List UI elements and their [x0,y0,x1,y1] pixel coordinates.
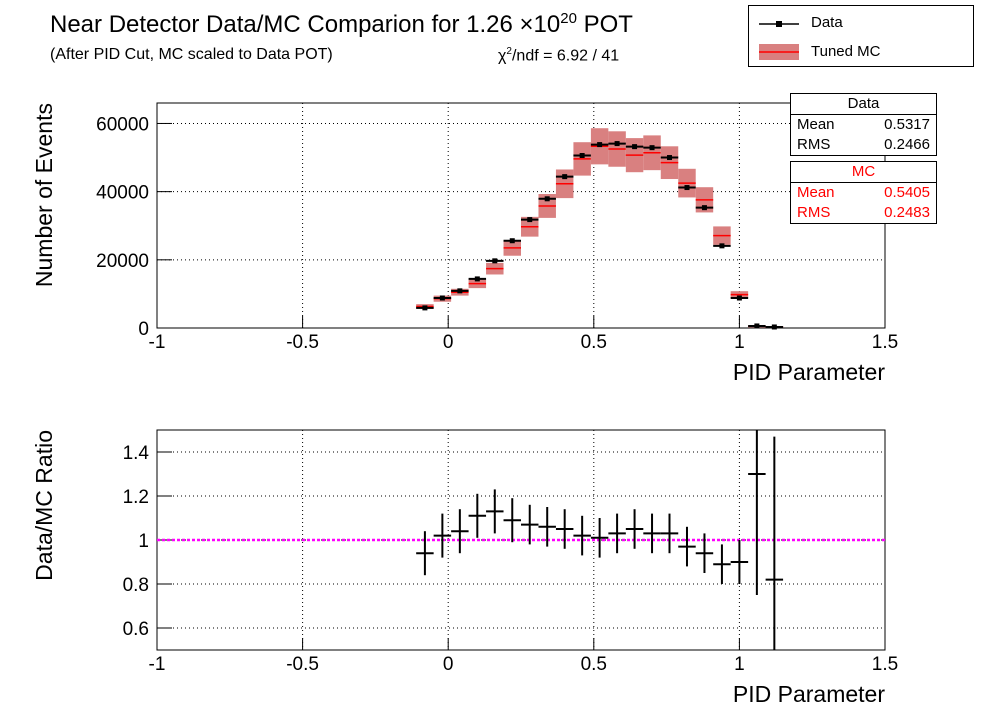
stats-cell: Mean [797,184,835,201]
x-axis-label: PID Parameter [733,359,885,385]
x-tick-label: 0 [443,654,454,675]
data-marker [579,153,585,158]
plot-frame [156,102,886,329]
data-marker [649,145,655,151]
x-tick-label: 0.5 [581,654,607,675]
data-marker [614,141,620,147]
data-marker [736,295,742,301]
stats-title: MC [791,162,936,183]
legend-icons [759,21,799,60]
y-tick-label: 0.8 [123,575,149,596]
title: Near Detector Data/MC Comparion for 1.26… [50,10,633,39]
y-tick-label: 0.6 [123,619,149,640]
data-marker [492,258,498,264]
x-tick-label: -0.5 [286,332,319,353]
data-marker [667,155,673,161]
x-tick-label: 1 [734,654,745,675]
data-marker [719,243,725,249]
x-tick-label: -0.5 [286,654,319,675]
stats-cell: 0.2466 [884,136,930,153]
title-text: Near Detector Data/MC Comparion for 1.26… [50,11,561,38]
stats-row: Mean 0.5405 [791,183,936,203]
stats-row: RMS 0.2483 [791,203,936,223]
x-tick-label: 1.5 [872,332,898,353]
x-tick-label: -1 [149,654,166,675]
data-marker [439,295,445,301]
stats-cell: 0.5317 [884,116,930,133]
stats-row: Mean 0.5317 [791,115,936,135]
legend-label: Data [811,14,843,31]
chi2: χ2/ndf = 6.92 / 41 [498,46,619,65]
data-marker [632,144,638,150]
title-text: POT [576,11,633,38]
data-marker [597,142,603,148]
x-tick-label: 1.5 [872,654,898,675]
stats-title: Data [791,94,936,115]
data-marker [754,323,760,329]
x-tick-label: -1 [149,332,166,353]
subtitle: (After PID Cut, MC scaled to Data POT) [50,46,333,63]
chi2-text: χ [498,47,507,65]
stats-cell: Mean [797,116,835,133]
stats-cell: RMS [797,204,831,221]
chi2-sup: 2 [506,46,512,57]
x-tick-label: 0.5 [581,332,607,353]
y-tick-label: 60000 [96,114,149,135]
stats-box: MC Mean 0.5405 RMS 0.2483 [790,161,937,224]
title-sup: 20 [560,10,577,27]
y-tick-label: 40000 [96,183,149,204]
y-axis-label: Data/MC Ratio [31,430,57,581]
legend: Data Tuned MC [748,5,974,67]
data-marker [474,276,480,282]
x-tick-label: 1 [734,332,745,353]
data-marker [562,174,568,180]
data-marker [684,185,690,191]
data-marker [544,196,550,202]
data-marker [509,238,515,244]
y-tick-label: 1.4 [123,443,150,464]
y-tick-label: 0 [138,319,149,340]
stats-row: RMS 0.2466 [791,135,936,155]
data-marker [527,217,533,223]
stats-cell: RMS [797,136,831,153]
data-marker [422,305,428,311]
data-marker [701,205,707,211]
chi2-text: /ndf = 6.92 / 41 [511,47,620,65]
stats-cell: 0.2483 [884,204,930,221]
legend-marker [776,21,782,27]
stats-box: Data Mean 0.5317 RMS 0.2466 [790,93,937,156]
y-tick-label: 1.2 [123,487,149,508]
data-marker [771,324,777,330]
x-axis-label: PID Parameter [733,681,885,707]
legend-label: Tuned MC [811,43,881,60]
y-tick-label: 20000 [96,251,149,272]
x-tick-label: 0 [443,332,454,353]
y-axis-label: Number of Events [31,103,57,287]
stats-cell: 0.5405 [884,184,930,201]
y-tick-label: 1 [138,531,149,552]
data-marker [457,288,463,294]
